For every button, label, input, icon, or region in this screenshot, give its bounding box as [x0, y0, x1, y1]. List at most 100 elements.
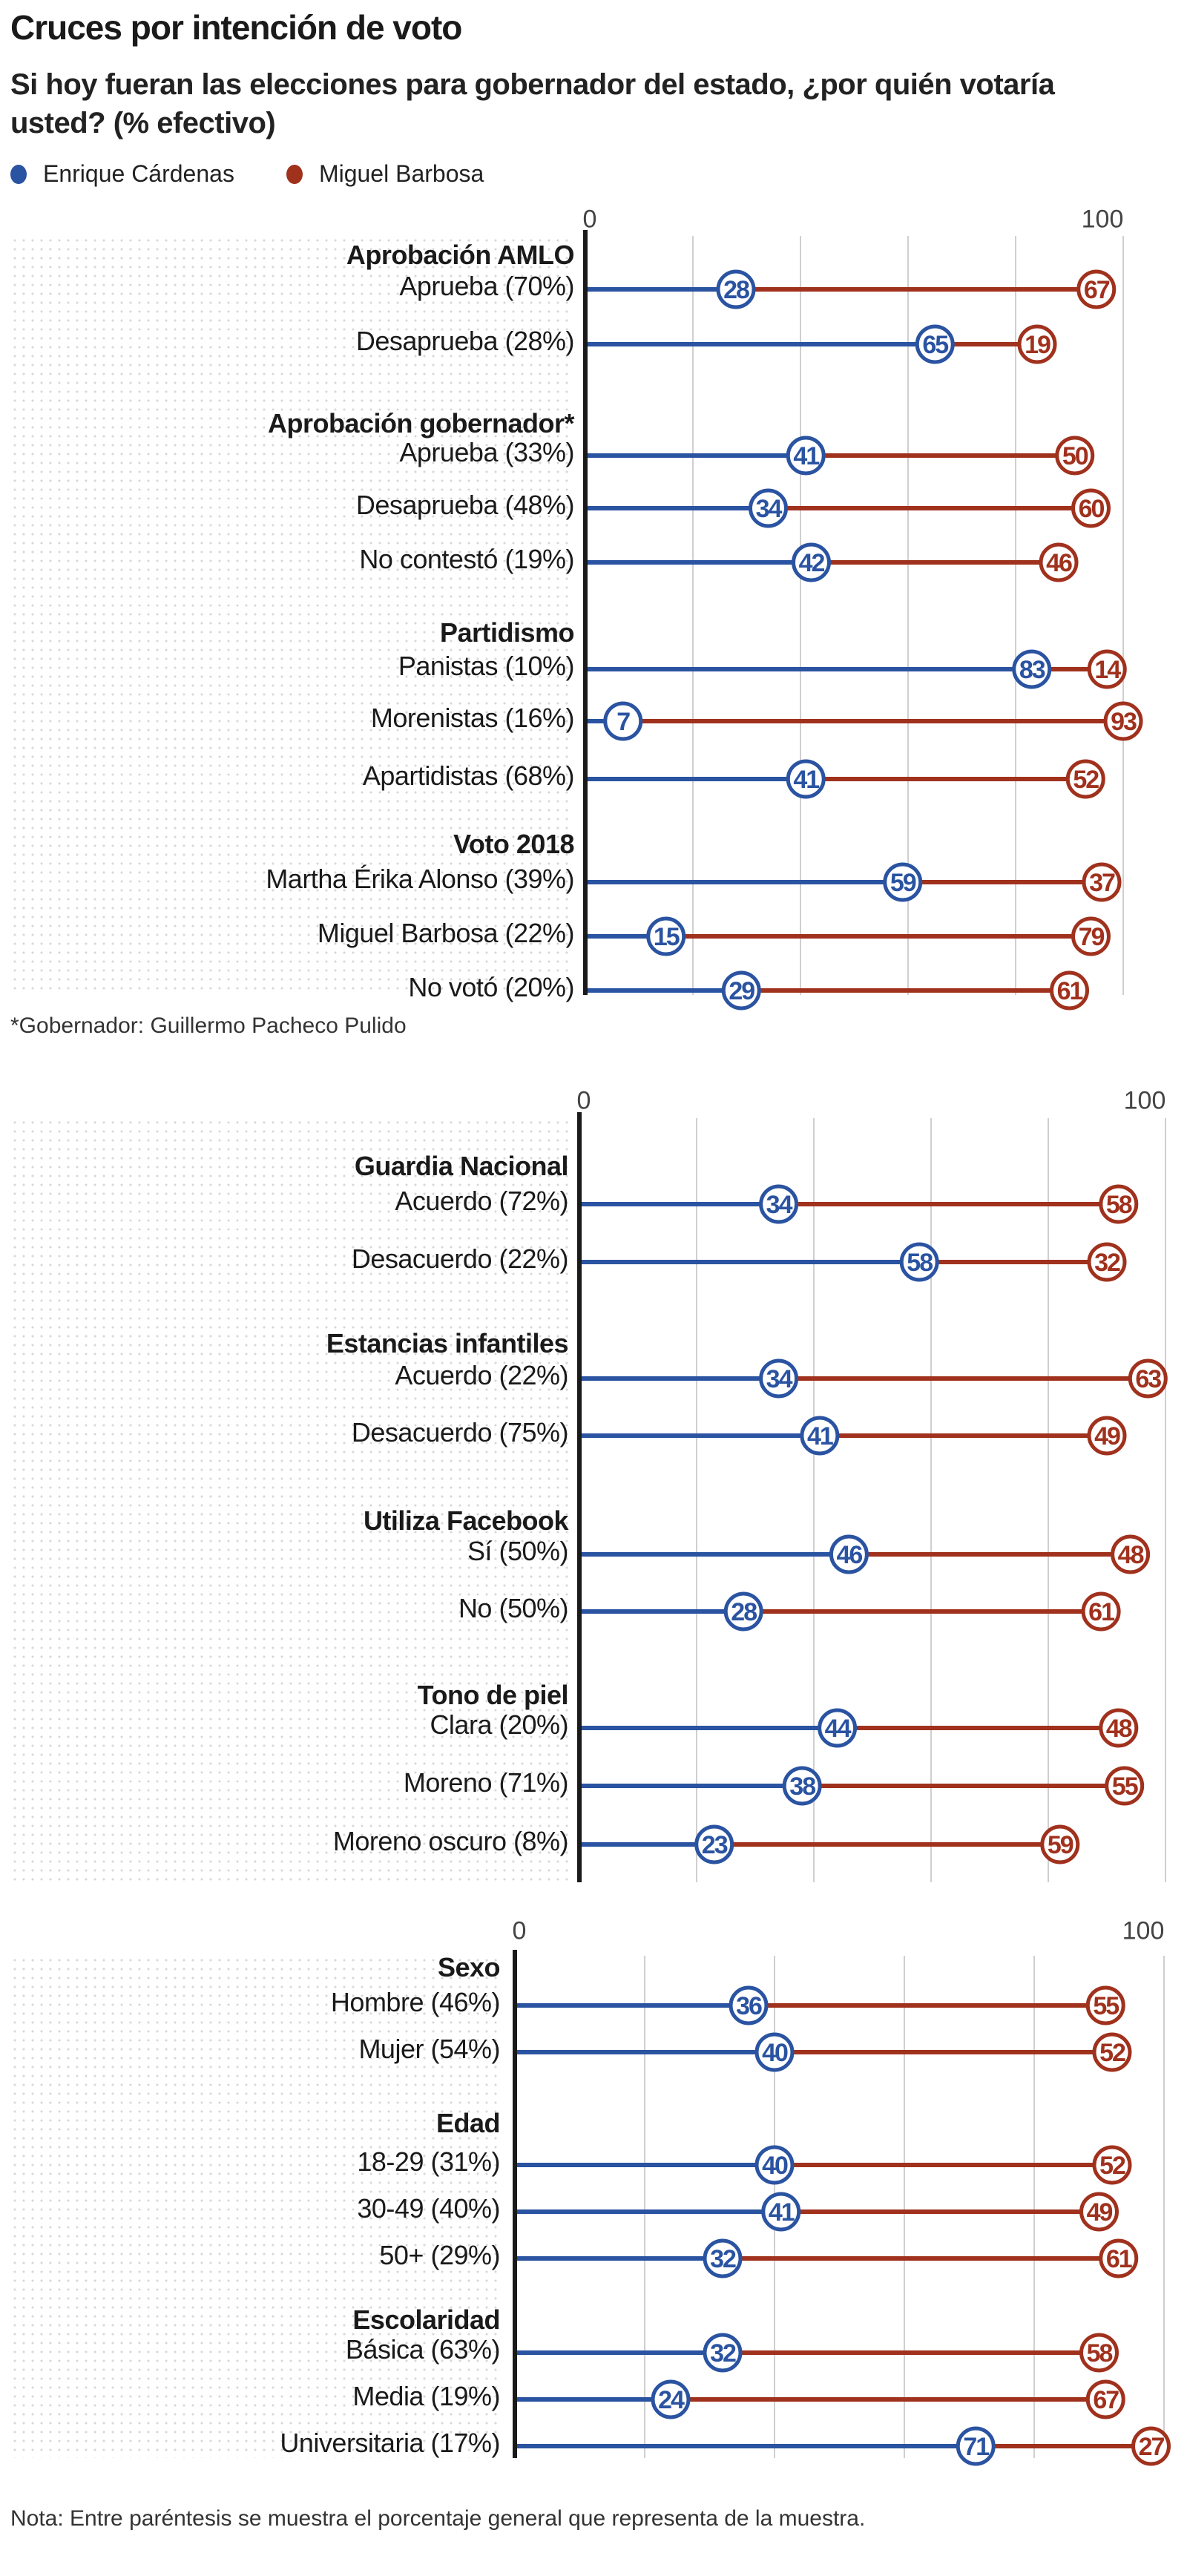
cardenas-marker: [899, 1242, 939, 1282]
barbosa-marker: [1085, 2379, 1125, 2419]
barbosa-value-label: 67: [1093, 2386, 1119, 2414]
cardenas-value-label: 83: [1019, 656, 1045, 684]
group-title: Partidismo: [439, 617, 575, 648]
barbosa-marker: [1105, 1766, 1145, 1806]
row-label: Moreno oscuro (8%): [332, 1826, 569, 1856]
cardenas-value-label: 34: [766, 1191, 793, 1219]
group-title: Utiliza Facebook: [363, 1505, 569, 1536]
cardenas-marker: [723, 1591, 763, 1632]
row-label: Acuerdo (22%): [395, 1360, 568, 1390]
cardenas-value-label: 36: [736, 1992, 762, 2020]
cardenas-marker: [786, 436, 826, 476]
cardenas-value-label: 23: [702, 1831, 728, 1859]
cardenas-marker: [729, 1985, 769, 2025]
cardenas-value-label: 38: [789, 1772, 815, 1801]
barbosa-value-label: 46: [1046, 549, 1072, 577]
barbosa-marker: [1085, 1985, 1125, 2025]
barbosa-marker: [1017, 324, 1057, 364]
barbosa-marker: [1087, 1242, 1127, 1282]
legend: Enrique Cárdenas Miguel Barbosa: [10, 160, 484, 188]
barbosa-marker: [1081, 1591, 1121, 1632]
cardenas-marker: [603, 701, 643, 741]
row-label: No contestó (19%): [359, 544, 574, 574]
barbosa-marker: [1076, 269, 1117, 309]
cardenas-value-label: 46: [836, 1541, 862, 1569]
footnote-governor: *Gobernador: Guillermo Pacheco Pulido: [10, 1013, 407, 1038]
barbosa-marker: [1092, 2145, 1132, 2185]
cardenas-value-label: 41: [793, 766, 819, 794]
barbosa-marker: [1039, 542, 1079, 582]
row-label: Clara (20%): [430, 1709, 568, 1740]
barbosa-value-label: 93: [1111, 708, 1137, 736]
group-title: Aprobación gobernador*: [267, 408, 575, 438]
row-label: 50+ (29%): [379, 2240, 500, 2270]
cardenas-marker: [651, 2379, 691, 2419]
row-label: Morenistas (16%): [370, 703, 575, 733]
barbosa-value-label: 63: [1135, 1365, 1161, 1393]
barbosa-value-label: 27: [1139, 2433, 1165, 2461]
barbosa-marker: [1050, 970, 1089, 1011]
barbosa-marker: [1071, 916, 1111, 956]
page-title: Cruces por intención de voto: [10, 8, 462, 47]
group-title: Estancias infantiles: [326, 1328, 569, 1358]
row-label: 30-49 (40%): [357, 2193, 500, 2224]
dotted-background: [10, 1956, 500, 2458]
barbosa-value-label: 49: [1087, 2198, 1113, 2227]
group-title: Guardia Nacional: [354, 1151, 569, 1181]
row-label: 18-29 (31%): [357, 2146, 500, 2177]
group-title: Edad: [435, 2108, 501, 2138]
barbosa-value-label: 37: [1089, 869, 1115, 897]
dotted-background: [10, 1118, 568, 1882]
cardenas-marker: [786, 759, 826, 799]
barbosa-value-label: 48: [1106, 1715, 1132, 1743]
barbosa-value-label: 58: [1087, 2339, 1113, 2368]
barbosa-marker: [1071, 488, 1111, 528]
cardenas-value-label: 40: [762, 2039, 788, 2067]
cardenas-value-label: 58: [907, 1249, 933, 1277]
barbosa-value-label: 52: [1073, 766, 1099, 794]
row-label: Panistas (10%): [398, 651, 575, 681]
cardenas-marker: [749, 488, 788, 528]
cardenas-value-label: 41: [793, 442, 819, 470]
cardenas-marker: [754, 2032, 795, 2072]
cardenas-marker: [1012, 649, 1052, 689]
group-title: Voto 2018: [453, 829, 574, 859]
barbosa-value-label: 14: [1094, 656, 1121, 684]
legend-dot-icon: [10, 164, 27, 184]
cardenas-value-label: 28: [731, 1598, 757, 1626]
row-label: Media (19%): [352, 2381, 500, 2411]
cardenas-value-label: 44: [825, 1715, 852, 1743]
group-title: Aprobación AMLO: [346, 240, 575, 270]
barbosa-marker: [1087, 649, 1127, 689]
barbosa-value-label: 60: [1079, 495, 1105, 523]
cardenas-marker: [754, 2145, 795, 2185]
axis-tick-label: 0: [582, 205, 597, 234]
row-label: Moreno (71%): [403, 1767, 569, 1798]
legend-item-barbosa: Miguel Barbosa: [286, 160, 484, 188]
cardenas-value-label: 24: [658, 2386, 685, 2414]
axis-tick-label: 100: [1123, 1086, 1166, 1115]
barbosa-marker: [1099, 1708, 1139, 1748]
barbosa-marker: [1079, 2192, 1119, 2232]
cardenas-marker: [646, 916, 686, 956]
barbosa-marker: [1099, 2238, 1139, 2278]
barbosa-value-label: 49: [1094, 1422, 1120, 1450]
barbosa-value-label: 58: [1106, 1191, 1132, 1219]
row-label: Desaprueba (28%): [355, 326, 575, 356]
axis-tick-label: 100: [1122, 1916, 1165, 1945]
row-label: Miguel Barbosa (22%): [317, 918, 575, 948]
cardenas-marker: [716, 269, 756, 309]
barbosa-marker: [1055, 436, 1095, 476]
row-label: Sí (50%): [467, 1536, 569, 1566]
row-label: Desacuerdo (22%): [351, 1243, 569, 1274]
cardenas-marker: [800, 1416, 840, 1456]
barbosa-value-label: 55: [1112, 1772, 1138, 1801]
barbosa-value-label: 79: [1079, 923, 1105, 951]
barbosa-marker: [1128, 1358, 1168, 1399]
cardenas-value-label: 15: [654, 923, 680, 951]
barbosa-value-label: 32: [1094, 1249, 1120, 1277]
row-label: Desaprueba (48%): [355, 490, 575, 520]
cardenas-marker: [703, 2238, 743, 2278]
